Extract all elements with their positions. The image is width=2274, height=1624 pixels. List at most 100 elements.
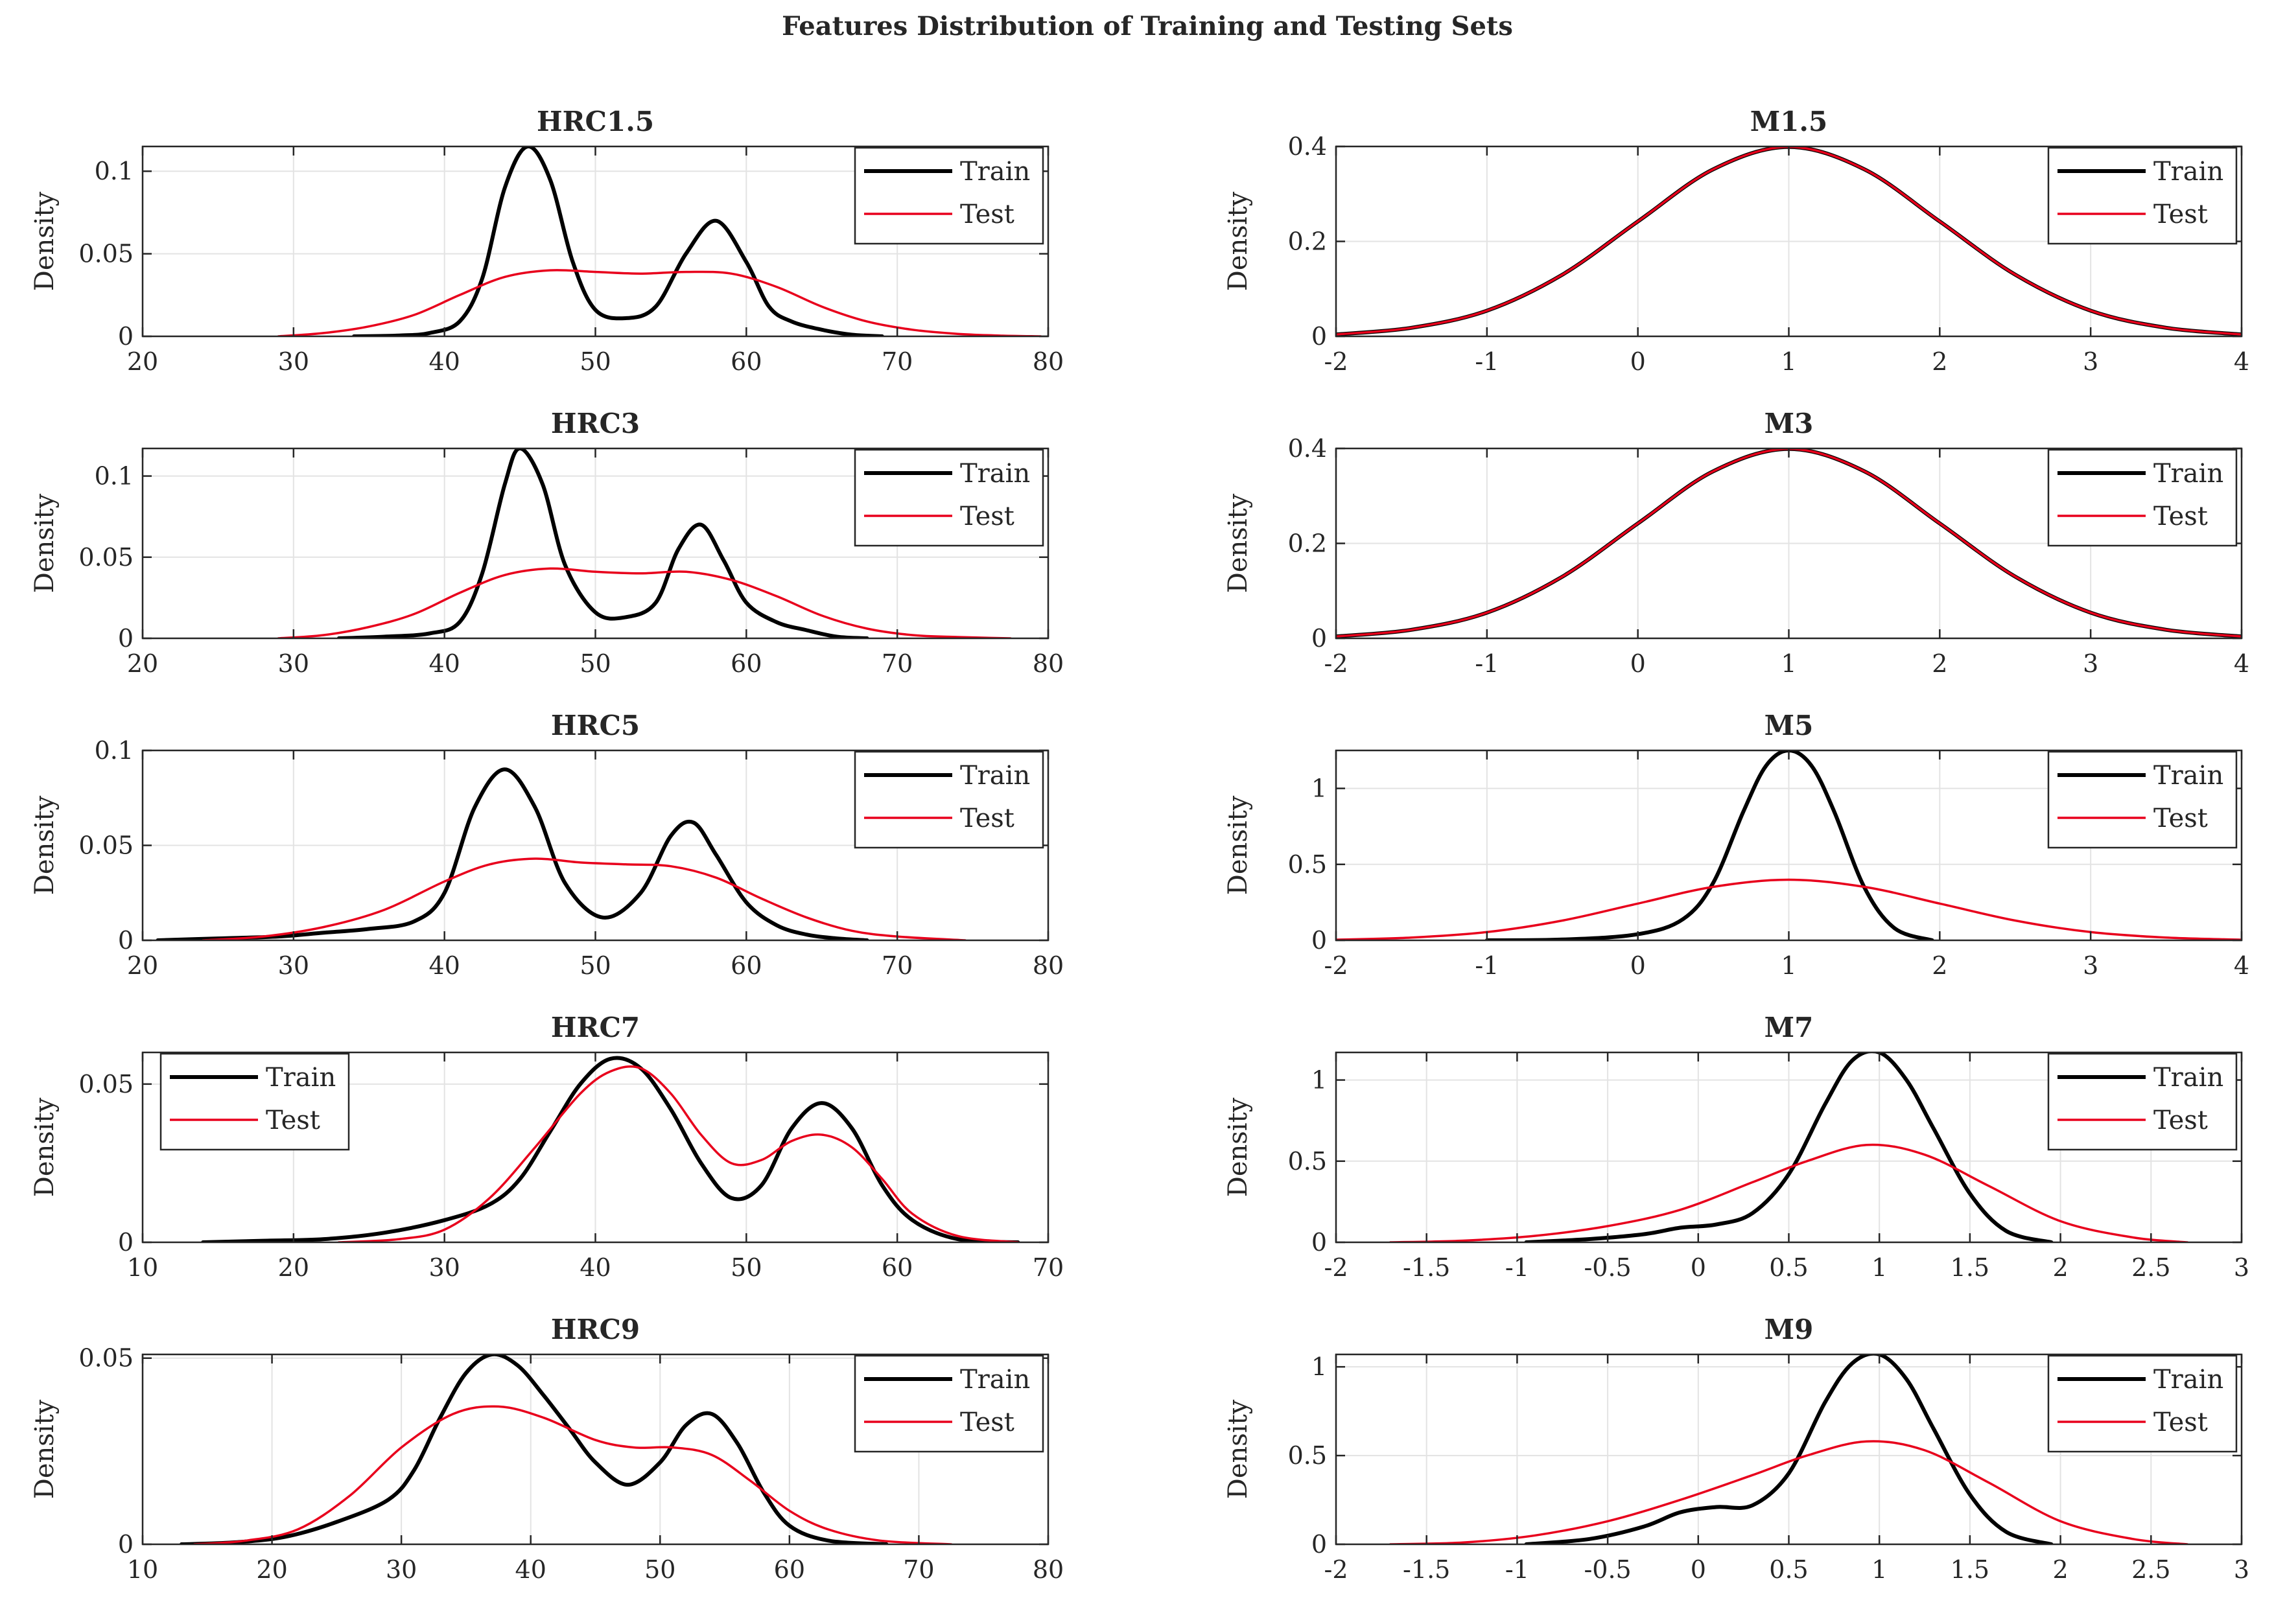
x-tick-label-50: 50 <box>731 1253 762 1282</box>
legend: Train Test <box>854 750 1044 849</box>
panel-title: HRC9 <box>551 1314 640 1345</box>
legend-label-train: Train <box>2153 157 2223 187</box>
legend-box <box>854 1354 1044 1453</box>
x-tick-label-30: 30 <box>278 649 309 678</box>
y-axis-label: Density <box>30 795 60 895</box>
y-tick-label-0-4: 0.4 <box>1288 132 1327 161</box>
legend-box <box>2047 146 2238 245</box>
x-tick-label-50: 50 <box>580 347 611 376</box>
y-tick-label-1: 1 <box>1311 774 1327 803</box>
legend-label-train: Train <box>2153 761 2223 791</box>
axes-box <box>141 1353 1049 1546</box>
x-tick-label-0: 0 <box>1630 649 1646 678</box>
legend-label-test: Test <box>2153 1408 2208 1437</box>
legend-box <box>2047 448 2238 547</box>
legend-label-test: Test <box>2153 200 2208 229</box>
x-tick-label-30: 30 <box>428 1253 460 1282</box>
y-tick-label-0-1: 0.1 <box>95 157 134 185</box>
y-tick-label-0-05: 0.05 <box>78 831 134 860</box>
panel-hrc9: 10 20 30 40 50 60 70 80 0 0.05 HRC9 Density Train Tes… <box>30 1314 1064 1584</box>
x-tick-label-2-5: 2.5 <box>2131 1253 2170 1282</box>
x-tick-label-20: 20 <box>256 1555 287 1584</box>
legend-label-train: Train <box>960 459 1030 489</box>
x-tick-label-60: 60 <box>731 951 762 980</box>
y-tick-label-0: 0 <box>1311 1228 1327 1257</box>
x-tick-label-4: 4 <box>2234 649 2249 678</box>
legend-label-train: Train <box>960 761 1030 791</box>
x-tick-label-10: 10 <box>127 1253 158 1282</box>
y-tick-label-0: 0 <box>118 926 134 955</box>
x-tick-label-30: 30 <box>278 951 309 980</box>
legend-label-test: Test <box>2153 502 2208 531</box>
series-line-train <box>156 767 869 940</box>
x-tick-label-80: 80 <box>1033 951 1064 980</box>
y-axis-label: Density <box>30 1097 60 1197</box>
panel-hrc5: 20 30 40 50 60 70 80 0 0.05 0.1 HRC5 Density Train Te… <box>30 710 1064 980</box>
y-tick-label-0-1: 0.1 <box>95 736 134 765</box>
x-tick-label--2: -2 <box>1324 951 1348 980</box>
x-tick-label--2: -2 <box>1324 347 1348 376</box>
y-tick-label-0-5: 0.5 <box>1288 850 1327 879</box>
x-tick-label-70: 70 <box>882 649 913 678</box>
y-tick-label-0: 0 <box>1311 1530 1327 1559</box>
y-tick-label-0-05: 0.05 <box>78 240 134 268</box>
panel-title: HRC5 <box>551 710 640 741</box>
x-tick-label-20: 20 <box>127 649 158 678</box>
x-tick-label-1: 1 <box>1871 1555 1887 1584</box>
panel-m7: -2 -1.5 -1 -0.5 0 0.5 1 1.5 2 2.5 3 0 0.5 1 M7 Density T… <box>1223 1012 2249 1282</box>
series-line-test <box>193 1405 953 1544</box>
x-tick-label-0: 0 <box>1691 1555 1706 1584</box>
y-axis-label: Density <box>1223 191 1253 291</box>
y-tick-label-0-05: 0.05 <box>78 543 134 572</box>
series-line-train <box>201 1056 1020 1242</box>
x-tick-label-0: 0 <box>1691 1253 1706 1282</box>
x-tick-label-30: 30 <box>278 347 309 376</box>
legend-label-train: Train <box>266 1063 336 1093</box>
legend-box <box>854 146 1044 245</box>
series-line-train <box>336 448 869 638</box>
panel-title: HRC3 <box>551 408 640 439</box>
x-tick-label-30: 30 <box>386 1555 417 1584</box>
legend: Train Test <box>2047 1052 2238 1151</box>
x-tick-label-40: 40 <box>580 1253 611 1282</box>
legend-label-test: Test <box>960 804 1014 833</box>
legend-label-train: Train <box>2153 1063 2223 1093</box>
x-tick-label-60: 60 <box>731 649 762 678</box>
legend: Train Test <box>2047 1354 2238 1453</box>
y-axis-label: Density <box>1223 1097 1253 1197</box>
x-tick-label-3: 3 <box>2083 347 2098 376</box>
x-tick-label-50: 50 <box>580 649 611 678</box>
x-tick-label-0-5: 0.5 <box>1769 1253 1808 1282</box>
x-tick-label-0: 0 <box>1630 951 1646 980</box>
legend: Train Test <box>159 1052 350 1151</box>
x-tick-label-70: 70 <box>882 951 913 980</box>
y-tick-label-0: 0 <box>118 322 134 351</box>
panel-m1-5: -2 -1 0 1 2 3 4 0 0.2 0.4 M1.5 Density Train Test <box>1223 106 2249 376</box>
x-tick-label-2: 2 <box>1932 649 1947 678</box>
y-tick-label-0: 0 <box>1311 926 1327 955</box>
x-tick-label-3: 3 <box>2083 951 2098 980</box>
series-line-train <box>1524 1052 2054 1242</box>
x-tick-label-70: 70 <box>903 1555 934 1584</box>
y-tick-label-0: 0 <box>1311 624 1327 653</box>
x-tick-label-2: 2 <box>1932 347 1947 376</box>
legend: Train Test <box>854 448 1044 547</box>
series-line-train <box>1524 1354 2054 1544</box>
panel-hrc7: 10 20 30 40 50 60 70 0 0.05 HRC7 Density Train Test <box>30 1012 1064 1282</box>
x-tick-label-50: 50 <box>644 1555 675 1584</box>
legend-label-test: Test <box>2153 1106 2208 1135</box>
x-tick-label-70: 70 <box>1033 1253 1064 1282</box>
x-tick-label-2: 2 <box>1932 951 1947 980</box>
x-tick-label-3: 3 <box>2234 1253 2249 1282</box>
legend: Train Test <box>854 146 1044 245</box>
panel-title: HRC1.5 <box>537 106 654 137</box>
x-tick-label-70: 70 <box>882 347 913 376</box>
x-tick-label-1: 1 <box>1781 951 1796 980</box>
x-tick-label--2: -2 <box>1324 649 1348 678</box>
legend: Train Test <box>2047 448 2238 547</box>
y-tick-label-0: 0 <box>118 1228 134 1257</box>
x-tick-label-3: 3 <box>2234 1555 2249 1584</box>
x-tick-label--1: -1 <box>1475 951 1499 980</box>
y-tick-label-0-5: 0.5 <box>1288 1441 1327 1470</box>
